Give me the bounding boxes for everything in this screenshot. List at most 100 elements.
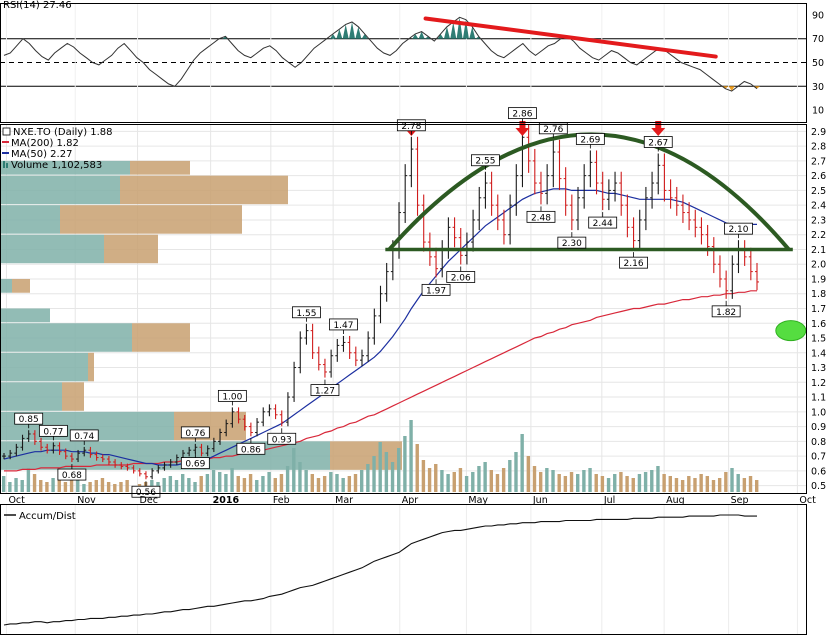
price-label-text: 2.06: [451, 273, 471, 283]
price-label-box: [421, 283, 451, 296]
price-label-box: [69, 429, 99, 442]
volume-bar: [489, 470, 493, 492]
volume-bar: [372, 456, 376, 492]
price-label-box: [38, 424, 68, 437]
rsi-frame: [0, 3, 807, 123]
volume-bar: [582, 470, 586, 492]
price-label-text: 0.85: [19, 415, 39, 425]
volume-bar: [471, 472, 475, 492]
target-circle: [775, 320, 807, 342]
rsi-tick-label: 10: [812, 106, 824, 117]
price-label: 0.93: [267, 428, 297, 445]
volume-bar: [625, 476, 629, 492]
volume-bar: [82, 484, 86, 492]
price-label-text: 0.77: [43, 427, 63, 437]
peak-arrow: [651, 121, 666, 136]
volume-bar: [643, 472, 648, 492]
volume-bar: [341, 478, 345, 492]
price-label-text: 1.55: [296, 309, 316, 319]
price-label: 1.00: [217, 389, 247, 406]
volume-bar: [180, 474, 185, 492]
accum-series: [3, 514, 757, 626]
x-tick-label: Sep: [731, 495, 749, 506]
volume-bar: [119, 482, 123, 492]
volume-bar: [32, 474, 37, 492]
volume-bar: [736, 474, 740, 492]
volume-bar: [668, 476, 672, 492]
price-label: 2.86: [508, 107, 537, 123]
rsi-tick-label: 90: [812, 10, 824, 21]
price-label-box: [526, 210, 556, 223]
price-label-text: 2.48: [531, 213, 551, 223]
price-label: 1.47: [329, 318, 358, 334]
vbp-down-bar: [104, 234, 158, 264]
price-label: 2.44: [588, 212, 618, 229]
price-label-box: [508, 107, 537, 120]
x-tick-label: Jul: [603, 495, 615, 506]
volume-bar: [20, 480, 24, 492]
legend-ma50: MA(50) 2.27: [11, 149, 72, 160]
volume-bar: [403, 436, 407, 492]
volume-bar: [8, 482, 12, 492]
volume-bar: [563, 476, 568, 492]
volume-bar: [613, 474, 617, 492]
price-label: 0.76: [180, 426, 210, 442]
volume-bar: [748, 476, 753, 492]
price-label-text: 2.10: [728, 225, 748, 235]
volume-bar: [742, 478, 747, 492]
volume-bar: [230, 468, 234, 492]
volume-bar: [304, 470, 308, 492]
volume-bar: [94, 480, 98, 492]
rsi-series: [3, 16, 760, 92]
volume-bar: [637, 474, 642, 492]
price-label-text: 0.68: [62, 471, 82, 481]
price-label-box: [575, 133, 605, 145]
price-label-text: 0.74: [74, 432, 94, 442]
vbp-down-bar: [130, 160, 190, 175]
volume-bar: [57, 480, 61, 492]
accum-legend: Accum/Dist: [19, 511, 76, 522]
vbp-up-bar: [0, 352, 88, 382]
x-tick-label: Oct: [8, 495, 25, 506]
accum-line: [3, 514, 757, 626]
ma200-line: [4, 290, 757, 472]
volume-bar: [693, 478, 697, 492]
price-label-box: [724, 222, 753, 235]
volume-bar: [193, 482, 197, 492]
rsi-oversold-fill: [722, 86, 760, 92]
volume-bar: [526, 456, 531, 492]
ma50-line: [3, 188, 757, 466]
price-label: 0.86: [236, 438, 266, 455]
volume-bar: [606, 478, 611, 492]
volume-bar: [687, 476, 691, 492]
volume-bar: [255, 480, 259, 492]
volume-bar: [514, 452, 518, 492]
price-label-box: [588, 216, 618, 229]
x-tick-label: Jun: [532, 495, 548, 506]
price-tick-label: 2.5: [811, 186, 826, 197]
volume-bar: [427, 468, 432, 492]
vbp-down-bar: [88, 352, 94, 382]
price-label-text: 0.76: [185, 429, 205, 439]
price-label-text: 1.97: [426, 286, 446, 296]
volume-bar: [508, 460, 512, 492]
volume-bar: [14, 478, 18, 492]
price-label: 0.68: [57, 464, 87, 481]
price-label: 2.48: [526, 206, 556, 223]
volume-bar: [483, 462, 487, 492]
volume-bar: [174, 480, 179, 492]
volume-bar: [532, 466, 537, 492]
legend-swatch-volume-2: [6, 163, 8, 168]
price-tick-label: 0.7: [811, 452, 826, 463]
price-label-box: [643, 136, 673, 148]
price-label-text: 2.30: [562, 239, 582, 249]
x-tick-label: Dec: [140, 495, 158, 506]
volume-bar: [440, 470, 444, 492]
price-tick-label: 1.4: [811, 348, 826, 359]
price-labels: 0.850.770.680.740.560.690.761.000.860.93…: [14, 107, 753, 498]
rsi-grid: [0, 3, 806, 122]
price-label-box: [57, 468, 87, 481]
price-label-text: 2.86: [512, 110, 532, 120]
volume-bar: [106, 482, 111, 492]
